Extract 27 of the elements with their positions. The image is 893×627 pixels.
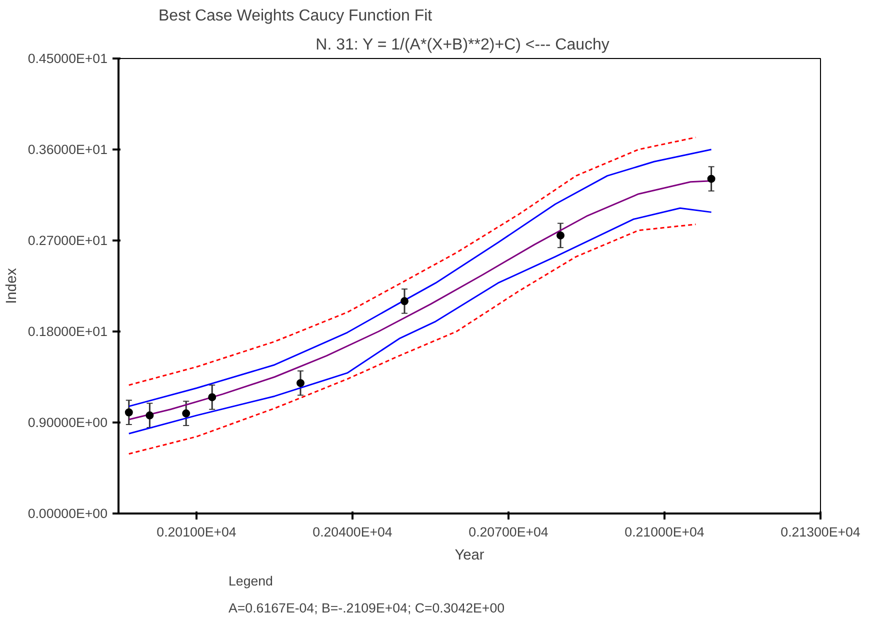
point [556, 231, 564, 240]
x-tick-label: 0.21000E+04 [624, 524, 705, 540]
point [400, 297, 408, 306]
x-tick-label: 0.20100E+04 [156, 524, 237, 540]
y-tick-label: 0.90000E+00 [28, 415, 108, 430]
text: Legend [228, 574, 273, 588]
point [296, 379, 304, 388]
x-axis-title: Year [454, 548, 484, 564]
y-tick-label: 0.00000E+00 [28, 506, 108, 521]
point [182, 409, 190, 418]
y-tick-label: 0.45000E+01 [28, 51, 108, 66]
y-tick-label: 0.18000E+01 [28, 324, 108, 339]
point [707, 174, 716, 183]
point [124, 408, 133, 416]
point [146, 411, 154, 420]
line-series [128, 207, 712, 434]
x-tick-label: 0.21300E+04 [780, 524, 861, 540]
chart-subtitle: N. 31: Y = 1/(A*(X+B)**2)+C) <--- Cauchy [316, 36, 610, 54]
text: A=0.6167E-04; B=-.2109E+04; C=0.3042E+00 [228, 600, 505, 616]
x-tick-label: 0.20700E+04 [468, 524, 549, 540]
y-axis-title: Index [4, 267, 20, 304]
line-series [128, 224, 696, 455]
x-tick-label: 0.20400E+04 [312, 524, 393, 540]
chart-title: Best Case Weights Caucy Function Fit [158, 8, 433, 24]
y-tick-label: 0.36000E+01 [28, 142, 108, 157]
y-tick-label: 0.27000E+01 [28, 233, 108, 248]
point [208, 393, 216, 402]
